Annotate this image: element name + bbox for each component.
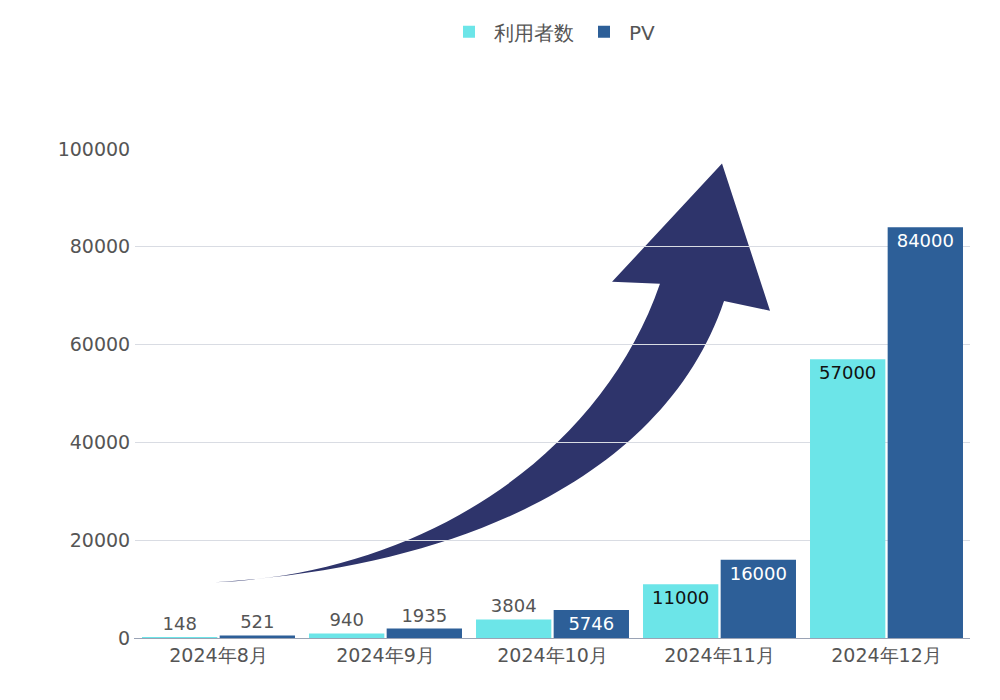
svg-text:2024年9月: 2024年9月 <box>336 644 434 666</box>
svg-text:2024年8月: 2024年8月 <box>169 644 267 666</box>
svg-text:100000: 100000 <box>58 138 131 160</box>
svg-text:60000: 60000 <box>70 333 130 355</box>
svg-text:84000: 84000 <box>897 230 954 251</box>
svg-text:5746: 5746 <box>568 613 614 634</box>
svg-text:3804: 3804 <box>491 595 537 616</box>
svg-text:2024年12月: 2024年12月 <box>831 644 942 666</box>
svg-text:2024年11月: 2024年11月 <box>664 644 775 666</box>
svg-text:20000: 20000 <box>70 529 130 551</box>
svg-text:148: 148 <box>162 613 196 634</box>
svg-text:80000: 80000 <box>70 235 130 257</box>
svg-text:0: 0 <box>118 627 130 649</box>
svg-text:940: 940 <box>329 609 363 630</box>
svg-text:利用者数: 利用者数 <box>494 21 574 45</box>
svg-text:16000: 16000 <box>730 563 787 584</box>
svg-text:PV: PV <box>629 21 655 45</box>
svg-text:1935: 1935 <box>401 605 447 626</box>
svg-text:521: 521 <box>240 611 274 632</box>
svg-text:57000: 57000 <box>819 362 876 383</box>
svg-text:2024年10月: 2024年10月 <box>497 644 608 666</box>
svg-text:11000: 11000 <box>652 587 709 608</box>
svg-text:40000: 40000 <box>70 431 130 453</box>
